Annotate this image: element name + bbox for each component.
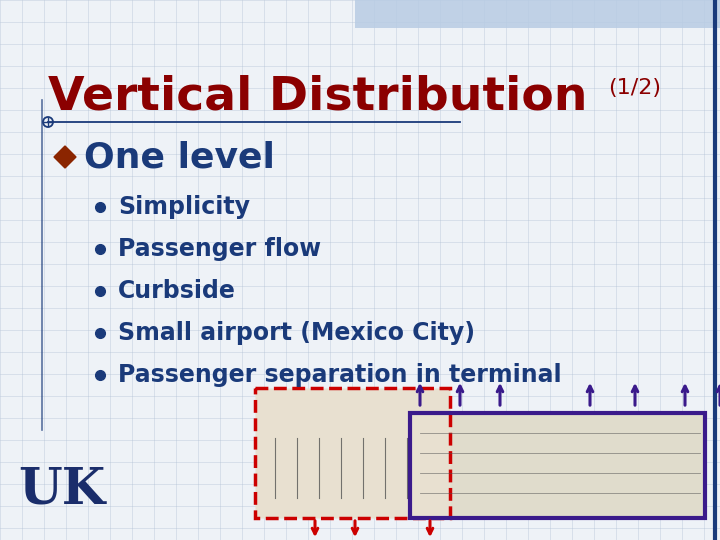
FancyBboxPatch shape: [255, 388, 450, 518]
FancyBboxPatch shape: [412, 415, 703, 516]
Text: Passenger separation in terminal: Passenger separation in terminal: [118, 363, 562, 387]
Text: Vertical Distribution: Vertical Distribution: [48, 75, 588, 120]
Text: One level: One level: [84, 140, 275, 174]
Text: Passenger flow: Passenger flow: [118, 237, 321, 261]
FancyBboxPatch shape: [355, 0, 720, 28]
Text: Simplicity: Simplicity: [118, 195, 250, 219]
Text: UK: UK: [18, 465, 105, 515]
Text: Small airport (Mexico City): Small airport (Mexico City): [118, 321, 475, 345]
Text: (1/2): (1/2): [608, 78, 662, 98]
Polygon shape: [54, 146, 76, 168]
Text: Curbside: Curbside: [118, 279, 236, 303]
FancyBboxPatch shape: [257, 390, 448, 516]
